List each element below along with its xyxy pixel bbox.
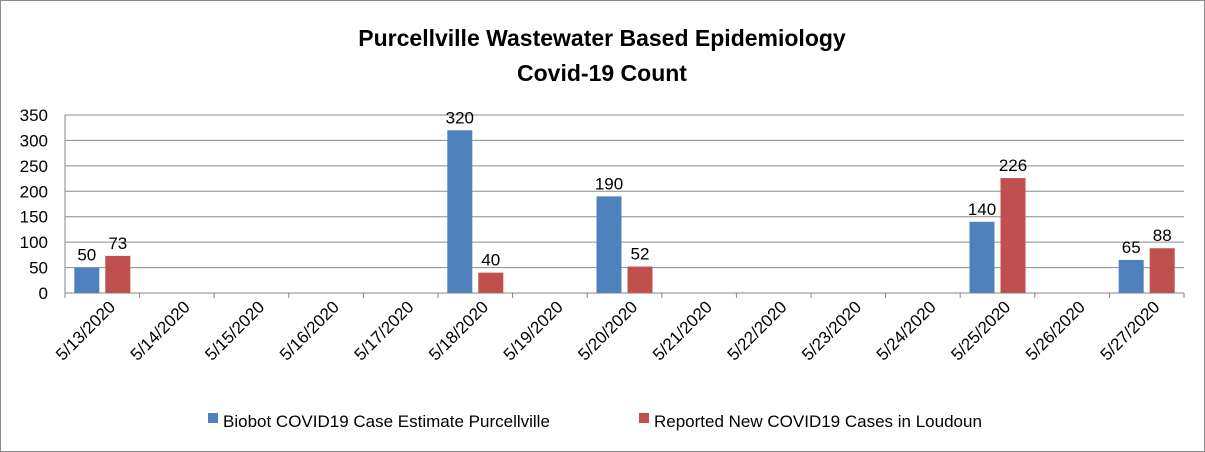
chart-subtitle: Covid-19 Count: [517, 60, 687, 86]
bar-layer: [74, 130, 1175, 293]
x-tick-label: 5/15/2020: [201, 297, 268, 364]
bar-biobot-0: [74, 267, 100, 293]
data-label: 65: [1122, 238, 1141, 257]
data-label: 50: [77, 246, 96, 265]
legend-swatch-biobot: [208, 413, 218, 423]
data-label: 226: [999, 156, 1027, 175]
x-tick-label: 5/19/2020: [500, 297, 567, 364]
y-tick-label: 350: [20, 106, 48, 125]
bar-biobot-14: [1118, 259, 1144, 293]
data-label: 52: [631, 245, 650, 264]
bar-biobot-5: [447, 130, 473, 293]
grid-layer: [64, 114, 1184, 294]
legend: Biobot COVID19 Case Estimate Purcellvill…: [208, 412, 982, 431]
bar-reported-14: [1149, 248, 1175, 293]
bar-biobot-7: [596, 196, 622, 293]
bar-reported-0: [105, 255, 131, 293]
y-tick-label: 100: [20, 233, 48, 252]
bar-reported-7: [627, 266, 653, 293]
x-tick-label: 5/16/2020: [276, 297, 343, 364]
x-tick-label: 5/23/2020: [798, 297, 865, 364]
chart-title: Purcellville Wastewater Based Epidemiolo…: [358, 25, 846, 51]
data-label: 40: [481, 251, 500, 270]
legend-label-reported: Reported New COVID19 Cases in Loudoun: [654, 412, 982, 431]
bar-biobot-12: [969, 221, 995, 293]
data-label: 190: [595, 174, 623, 193]
x-tick-label: 5/21/2020: [649, 297, 716, 364]
y-tick-label: 300: [20, 131, 48, 150]
y-tick-label: 0: [39, 284, 48, 303]
x-tick-label: 5/26/2020: [1022, 297, 1089, 364]
x-tick-label: 5/24/2020: [873, 297, 940, 364]
y-tick-label: 150: [20, 208, 48, 227]
x-tick-label: 5/25/2020: [947, 297, 1014, 364]
y-tick-label: 250: [20, 157, 48, 176]
x-tick-label: 5/13/2020: [52, 297, 119, 364]
x-tick-label: 5/20/2020: [574, 297, 641, 364]
data-label: 73: [108, 234, 127, 253]
bar-reported-12: [1000, 178, 1026, 293]
data-label: 88: [1153, 226, 1172, 245]
data-label-layer: 50 73 320 40 190 52 140 226 65 88: [77, 108, 1171, 269]
legend-swatch-reported: [639, 413, 649, 423]
data-label: 140: [968, 200, 996, 219]
data-label: 320: [446, 108, 474, 127]
x-axis: 5/13/2020 5/14/2020 5/15/2020 5/16/2020 5/17…: [52, 293, 1185, 364]
y-axis-ticks: 0 50 100 150 200 250 300 350: [20, 106, 48, 303]
y-tick-label: 200: [20, 182, 48, 201]
x-tick-label: 5/14/2020: [127, 297, 194, 364]
x-tick-label: 5/27/2020: [1097, 297, 1164, 364]
bar-reported-5: [478, 272, 504, 293]
x-tick-label: 5/18/2020: [425, 297, 492, 364]
x-tick-label: 5/17/2020: [351, 297, 418, 364]
legend-label-biobot: Biobot COVID19 Case Estimate Purcellvill…: [223, 412, 550, 431]
y-tick-label: 50: [29, 259, 48, 278]
x-tick-label: 5/22/2020: [724, 297, 791, 364]
